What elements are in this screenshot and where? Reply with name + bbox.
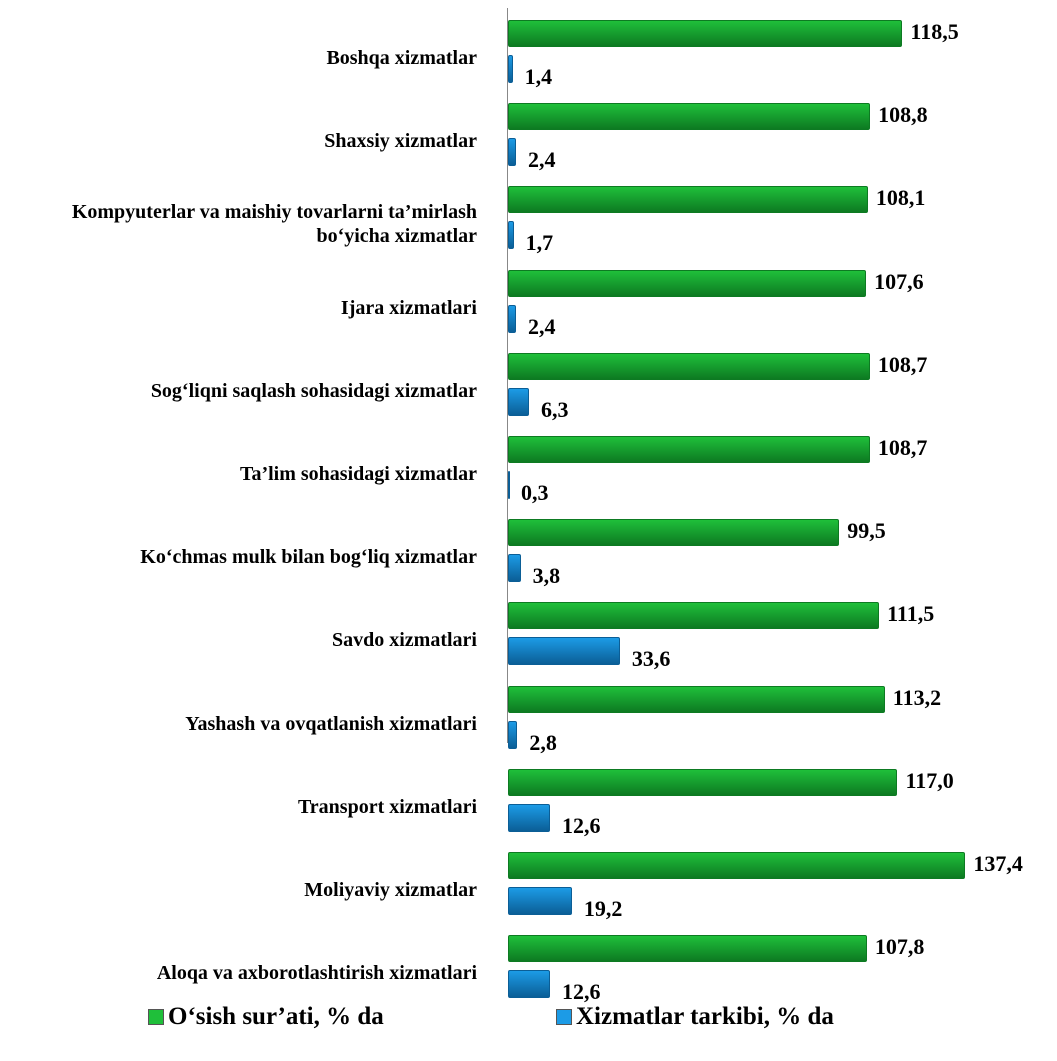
value-label: 111,5: [887, 601, 935, 627]
category-label: Kompyuterlar va maishiy tovarlarni ta’mi…: [71, 201, 477, 248]
value-label: 99,5: [847, 518, 886, 544]
bar: [508, 221, 514, 250]
category-label: Savdo xizmatlari: [332, 629, 477, 652]
category-label: Transport xizmatlari: [297, 795, 477, 818]
value-label: 117,0: [905, 767, 954, 793]
bar: [508, 554, 521, 583]
category-label: Moliyaviy xizmatlar: [304, 879, 477, 901]
value-label: 108,7: [877, 435, 928, 460]
value-label: 6,3: [540, 396, 569, 422]
category-label: Boshqa xizmatlar: [326, 47, 477, 69]
category-label: Sog‘liqni saqlash sohasidagi xizmatlar: [150, 379, 477, 402]
value-label: 12,6: [561, 979, 601, 1005]
category-label: Ko‘chmas mulk bilan bog‘liq xizmatlar: [140, 546, 477, 569]
bar: [508, 304, 516, 333]
bar: [508, 436, 870, 463]
legend-item: Xizmatlar tarkibi, % da: [556, 1003, 834, 1031]
value-label: 2,8: [529, 729, 557, 755]
bar: [508, 685, 885, 713]
value-label: 2,4: [527, 313, 556, 339]
bar: [508, 186, 868, 214]
value-label: 1,4: [524, 64, 553, 89]
bar: [508, 768, 898, 796]
bar: [508, 970, 550, 999]
bar: [508, 20, 903, 47]
value-label: 1,7: [525, 230, 554, 256]
value-label: 107,6: [874, 268, 924, 294]
legend-swatch: [556, 1009, 572, 1025]
value-label: 137,4: [973, 851, 1023, 876]
bar: [508, 352, 870, 380]
legend-swatch: [148, 1009, 164, 1025]
bar: [508, 269, 867, 297]
value-label: 3,8: [532, 563, 561, 589]
legend-label: Xizmatlar tarkibi, % da: [576, 1003, 834, 1030]
value-label: 108,8: [878, 102, 928, 128]
value-label: 33,6: [631, 646, 671, 672]
bar: [508, 138, 516, 167]
category-label: Ta’lim sohasidagi xizmatlar: [239, 463, 477, 485]
value-label: 108,1: [875, 185, 926, 211]
category-label: Aloqa va axborotlashtirish xizmatlari: [156, 962, 477, 985]
bar: [508, 720, 518, 749]
value-label: 108,7: [877, 351, 928, 377]
category-label: Ijara xizmatlari: [340, 296, 477, 319]
value-label: 0,3: [520, 480, 549, 505]
bar: [508, 471, 510, 499]
bar: [508, 637, 620, 666]
value-label: 12,6: [561, 812, 601, 838]
value-label: 113,2: [892, 684, 942, 710]
bar: [508, 387, 529, 416]
legend-item: O‘sish sur’ati, % da: [148, 1003, 384, 1031]
y-axis-line: [507, 8, 508, 743]
value-label: 19,2: [583, 896, 623, 921]
bar: [508, 803, 550, 832]
category-label: Shaxsiy xizmatlar: [324, 130, 477, 153]
bar: [508, 935, 867, 963]
legend-label: O‘sish sur’ati, % da: [168, 1003, 384, 1030]
value-label: 118,5: [910, 19, 959, 44]
value-label: 2,4: [527, 147, 556, 173]
bar: [508, 55, 513, 83]
bar: [508, 602, 880, 630]
bar: [508, 103, 871, 131]
bar: [508, 519, 840, 547]
bar: [508, 852, 966, 879]
value-label: 107,8: [874, 934, 925, 960]
category-label: Yashash va ovqatlanish xizmatlari: [185, 712, 477, 735]
bar: [508, 887, 572, 915]
